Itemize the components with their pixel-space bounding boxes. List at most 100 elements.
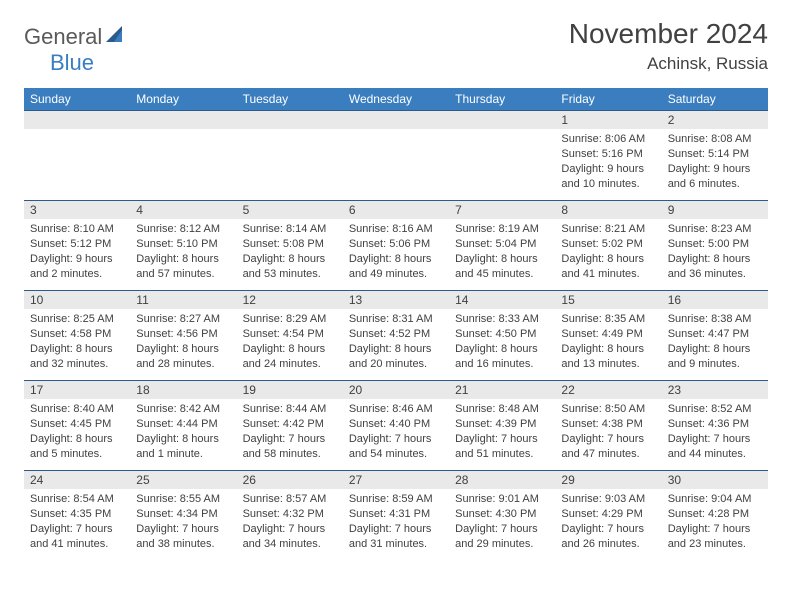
daylight-text-2: and 23 minutes. — [668, 537, 762, 552]
sunrise-text: Sunrise: 8:40 AM — [30, 402, 124, 417]
day-number: 10 — [24, 291, 130, 309]
daylight-text-2: and 20 minutes. — [349, 357, 443, 372]
daylight-text-2: and 36 minutes. — [668, 267, 762, 282]
calendar-cell: 14Sunrise: 8:33 AMSunset: 4:50 PMDayligh… — [449, 291, 555, 381]
sunset-text: Sunset: 5:06 PM — [349, 237, 443, 252]
daylight-text-2: and 45 minutes. — [455, 267, 549, 282]
sunset-text: Sunset: 4:36 PM — [668, 417, 762, 432]
day-body: Sunrise: 8:25 AMSunset: 4:58 PMDaylight:… — [24, 309, 130, 375]
sail-icon — [106, 26, 128, 49]
daylight-text-1: Daylight: 8 hours — [349, 252, 443, 267]
daylight-text-2: and 57 minutes. — [136, 267, 230, 282]
daylight-text-2: and 13 minutes. — [561, 357, 655, 372]
day-body: Sunrise: 8:16 AMSunset: 5:06 PMDaylight:… — [343, 219, 449, 285]
day-body: Sunrise: 8:12 AMSunset: 5:10 PMDaylight:… — [130, 219, 236, 285]
daylight-text-2: and 34 minutes. — [243, 537, 337, 552]
calendar-cell: 5Sunrise: 8:14 AMSunset: 5:08 PMDaylight… — [237, 201, 343, 291]
daylight-text-2: and 1 minute. — [136, 447, 230, 462]
daylight-text-2: and 24 minutes. — [243, 357, 337, 372]
day-number: 2 — [662, 111, 768, 129]
day-number: 17 — [24, 381, 130, 399]
daylight-text-2: and 49 minutes. — [349, 267, 443, 282]
daylight-text-1: Daylight: 7 hours — [668, 522, 762, 537]
calendar-cell: 16Sunrise: 8:38 AMSunset: 4:47 PMDayligh… — [662, 291, 768, 381]
sunset-text: Sunset: 4:30 PM — [455, 507, 549, 522]
weekday-header: Tuesday — [237, 88, 343, 111]
daylight-text-1: Daylight: 7 hours — [455, 432, 549, 447]
day-number: 4 — [130, 201, 236, 219]
day-body: Sunrise: 8:44 AMSunset: 4:42 PMDaylight:… — [237, 399, 343, 465]
sunrise-text: Sunrise: 8:16 AM — [349, 222, 443, 237]
month-title: November 2024 — [569, 18, 768, 50]
sunrise-text: Sunrise: 8:14 AM — [243, 222, 337, 237]
sunset-text: Sunset: 5:10 PM — [136, 237, 230, 252]
sunset-text: Sunset: 4:49 PM — [561, 327, 655, 342]
sunrise-text: Sunrise: 8:06 AM — [561, 132, 655, 147]
sunrise-text: Sunrise: 9:01 AM — [455, 492, 549, 507]
calendar-cell: 2Sunrise: 8:08 AMSunset: 5:14 PMDaylight… — [662, 111, 768, 201]
sunset-text: Sunset: 4:45 PM — [30, 417, 124, 432]
daylight-text-1: Daylight: 8 hours — [136, 252, 230, 267]
daylight-text-1: Daylight: 7 hours — [349, 522, 443, 537]
daylight-text-1: Daylight: 8 hours — [243, 342, 337, 357]
day-number: 22 — [555, 381, 661, 399]
day-body: Sunrise: 8:35 AMSunset: 4:49 PMDaylight:… — [555, 309, 661, 375]
day-body: Sunrise: 8:50 AMSunset: 4:38 PMDaylight:… — [555, 399, 661, 465]
calendar-table: Sunday Monday Tuesday Wednesday Thursday… — [24, 88, 768, 561]
sunset-text: Sunset: 5:12 PM — [30, 237, 124, 252]
day-body: Sunrise: 9:04 AMSunset: 4:28 PMDaylight:… — [662, 489, 768, 555]
sunset-text: Sunset: 4:32 PM — [243, 507, 337, 522]
calendar-cell: 4Sunrise: 8:12 AMSunset: 5:10 PMDaylight… — [130, 201, 236, 291]
sunset-text: Sunset: 4:44 PM — [136, 417, 230, 432]
sunset-text: Sunset: 4:56 PM — [136, 327, 230, 342]
day-number: 5 — [237, 201, 343, 219]
daylight-text-1: Daylight: 7 hours — [30, 522, 124, 537]
daylight-text-2: and 9 minutes. — [668, 357, 762, 372]
calendar-cell: 8Sunrise: 8:21 AMSunset: 5:02 PMDaylight… — [555, 201, 661, 291]
daylight-text-2: and 44 minutes. — [668, 447, 762, 462]
calendar-row: 10Sunrise: 8:25 AMSunset: 4:58 PMDayligh… — [24, 291, 768, 381]
day-body: Sunrise: 8:29 AMSunset: 4:54 PMDaylight:… — [237, 309, 343, 375]
sunrise-text: Sunrise: 8:59 AM — [349, 492, 443, 507]
sunrise-text: Sunrise: 8:57 AM — [243, 492, 337, 507]
sunset-text: Sunset: 4:54 PM — [243, 327, 337, 342]
day-number: 19 — [237, 381, 343, 399]
day-body: Sunrise: 8:40 AMSunset: 4:45 PMDaylight:… — [24, 399, 130, 465]
calendar-cell: 24Sunrise: 8:54 AMSunset: 4:35 PMDayligh… — [24, 471, 130, 561]
sunrise-text: Sunrise: 8:46 AM — [349, 402, 443, 417]
day-body: Sunrise: 8:23 AMSunset: 5:00 PMDaylight:… — [662, 219, 768, 285]
daylight-text-1: Daylight: 9 hours — [30, 252, 124, 267]
daylight-text-2: and 53 minutes. — [243, 267, 337, 282]
calendar-cell: 26 Sunrise: 8:57 AMSunset: 4:32 PMDayligh… — [237, 471, 343, 561]
daylight-text-1: Daylight: 8 hours — [561, 252, 655, 267]
weekday-header: Friday — [555, 88, 661, 111]
logo-text-blue: Blue — [50, 50, 94, 75]
day-number: 11 — [130, 291, 236, 309]
calendar-cell: 3Sunrise: 8:10 AMSunset: 5:12 PMDaylight… — [24, 201, 130, 291]
daylight-text-1: Daylight: 7 hours — [243, 522, 337, 537]
day-body: Sunrise: 9:03 AMSunset: 4:29 PMDaylight:… — [555, 489, 661, 555]
daylight-text-2: and 32 minutes. — [30, 357, 124, 372]
sunset-text: Sunset: 4:29 PM — [561, 507, 655, 522]
day-number: 24 — [24, 471, 130, 489]
daylight-text-1: Daylight: 8 hours — [455, 342, 549, 357]
day-number: 1 — [555, 111, 661, 129]
sunrise-text: Sunrise: 8:35 AM — [561, 312, 655, 327]
calendar-cell: 22Sunrise: 8:50 AMSunset: 4:38 PMDayligh… — [555, 381, 661, 471]
day-body: Sunrise: 9:01 AMSunset: 4:30 PMDaylight:… — [449, 489, 555, 555]
sunset-text: Sunset: 4:40 PM — [349, 417, 443, 432]
day-number: 26 — [237, 471, 343, 489]
day-number: 6 — [343, 201, 449, 219]
daylight-text-1: Daylight: 9 hours — [561, 162, 655, 177]
sunrise-text: Sunrise: 8:25 AM — [30, 312, 124, 327]
day-number: 27 — [343, 471, 449, 489]
daylight-text-2: and 2 minutes. — [30, 267, 124, 282]
day-number: 9 — [662, 201, 768, 219]
calendar-cell: 18Sunrise: 8:42 AMSunset: 4:44 PMDayligh… — [130, 381, 236, 471]
sunrise-text: Sunrise: 8:21 AM — [561, 222, 655, 237]
sunrise-text: Sunrise: 8:29 AM — [243, 312, 337, 327]
calendar-row: 17Sunrise: 8:40 AMSunset: 4:45 PMDayligh… — [24, 381, 768, 471]
calendar-cell: 11Sunrise: 8:27 AMSunset: 4:56 PMDayligh… — [130, 291, 236, 381]
daylight-text-2: and 41 minutes. — [561, 267, 655, 282]
sunrise-text: Sunrise: 8:31 AM — [349, 312, 443, 327]
